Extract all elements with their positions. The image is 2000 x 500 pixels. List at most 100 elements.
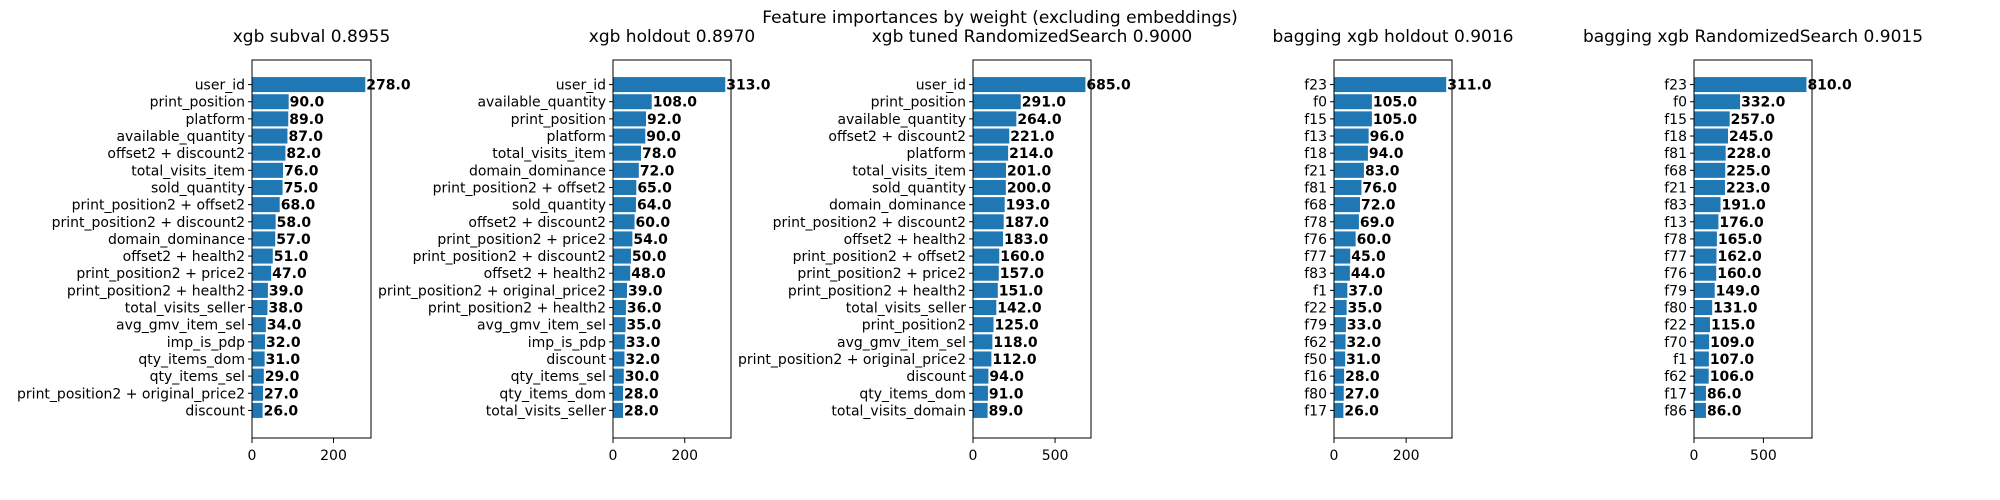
bar <box>1334 317 1346 333</box>
bar <box>252 111 289 127</box>
data-label: 131.0 <box>1713 301 1758 317</box>
bar <box>1694 265 1717 281</box>
bar <box>973 179 1006 195</box>
y-tick-label: f76 <box>1304 232 1327 248</box>
y-tick-label: available_quantity <box>477 95 606 111</box>
data-label: 57.0 <box>276 232 311 248</box>
bar <box>1334 368 1345 384</box>
data-label: 72.0 <box>640 163 675 179</box>
data-label: 69.0 <box>1360 215 1395 231</box>
y-tick-label: print_position2 + original_price2 <box>17 386 245 402</box>
y-tick-label: offset2 + health2 <box>123 249 245 265</box>
subplot-title: bagging xgb RandomizedSearch 0.9015 <box>1583 27 1923 47</box>
y-tick-label: total_visits_domain <box>831 403 966 419</box>
bar <box>1694 214 1719 230</box>
y-tick-label: print_position2 + health2 <box>428 301 606 317</box>
y-tick-label: print_position2 <box>862 318 966 334</box>
bar <box>252 197 280 213</box>
bar <box>1694 145 1726 161</box>
data-label: 108.0 <box>653 95 698 111</box>
data-label: 86.0 <box>1707 386 1742 402</box>
data-label: 165.0 <box>1718 232 1763 248</box>
y-tick-label: total_visits_seller <box>846 301 966 317</box>
y-tick-label: print_position2 + offset2 <box>72 198 245 214</box>
bar <box>973 197 1005 213</box>
data-label: 31.0 <box>1346 352 1381 368</box>
data-label: 91.0 <box>989 386 1024 402</box>
bar <box>613 334 625 350</box>
bar <box>1334 214 1359 230</box>
y-tick-label: discount <box>546 352 606 368</box>
bar <box>1334 145 1368 161</box>
y-tick-label: domain_dominance <box>829 198 966 214</box>
y-tick-label: f81 <box>1664 146 1687 162</box>
data-label: 94.0 <box>1369 146 1404 162</box>
y-tick-label: qty_items_sel <box>511 369 606 385</box>
y-tick-label: f0 <box>1313 95 1327 111</box>
y-tick-label: f83 <box>1304 266 1327 282</box>
y-tick-label: print_position2 + health2 <box>788 283 966 299</box>
y-tick-label: print_position <box>150 95 245 111</box>
data-label: 28.0 <box>624 403 659 419</box>
data-label: 90.0 <box>646 129 681 145</box>
bar <box>1694 179 1725 195</box>
data-label: 187.0 <box>1005 215 1050 231</box>
y-tick-label: f77 <box>1664 249 1687 265</box>
bar <box>613 94 652 110</box>
data-label: 76.0 <box>1362 180 1397 196</box>
bar <box>613 145 641 161</box>
data-label: 31.0 <box>266 352 301 368</box>
y-tick-label: print_position2 + health2 <box>67 283 245 299</box>
data-label: 685.0 <box>1086 78 1131 94</box>
data-label: 89.0 <box>289 112 324 128</box>
y-tick-label: f22 <box>1304 301 1327 317</box>
bar <box>973 111 1017 127</box>
bar <box>1334 300 1347 316</box>
y-tick-label: f68 <box>1664 163 1687 179</box>
bar <box>1694 300 1713 316</box>
bar <box>1694 368 1709 384</box>
y-tick-label: f0 <box>1673 95 1687 111</box>
y-tick-label: offset2 + health2 <box>484 266 606 282</box>
bar <box>1334 248 1351 264</box>
y-tick-label: print_position2 + price2 <box>797 266 966 282</box>
y-tick-label: f78 <box>1304 215 1327 231</box>
bar <box>252 334 266 350</box>
y-tick-label: print_position2 + offset2 <box>793 249 966 265</box>
data-label: 112.0 <box>992 352 1037 368</box>
y-tick-label: print_position2 + original_price2 <box>378 283 606 299</box>
bar <box>973 162 1006 178</box>
bar <box>613 385 624 401</box>
data-label: 37.0 <box>1348 283 1383 299</box>
data-label: 125.0 <box>995 318 1040 334</box>
bar <box>252 145 286 161</box>
bar <box>1334 265 1350 281</box>
bar <box>613 282 627 298</box>
data-label: 76.0 <box>284 163 319 179</box>
bar <box>973 300 997 316</box>
bar <box>613 265 631 281</box>
bar <box>613 368 624 384</box>
data-label: 83.0 <box>1365 163 1400 179</box>
bar <box>252 162 283 178</box>
bar <box>613 351 625 367</box>
y-tick-label: f50 <box>1304 352 1327 368</box>
bar <box>1694 385 1706 401</box>
data-label: 51.0 <box>274 249 309 265</box>
data-label: 30.0 <box>625 369 660 385</box>
data-label: 32.0 <box>266 335 301 351</box>
y-tick-label: print_position2 + discount2 <box>413 249 606 265</box>
bar <box>252 248 273 264</box>
subplot-title: xgb subval 0.8955 <box>233 27 391 47</box>
data-label: 58.0 <box>277 215 312 231</box>
data-label: 50.0 <box>632 249 667 265</box>
y-tick-label: imp_is_pdp <box>167 335 245 351</box>
y-tick-label: f13 <box>1304 129 1327 145</box>
bar <box>613 111 646 127</box>
data-label: 201.0 <box>1007 163 1052 179</box>
y-tick-label: domain_dominance <box>108 232 245 248</box>
y-tick-label: offset2 + discount2 <box>468 215 606 231</box>
data-label: 92.0 <box>647 112 682 128</box>
y-tick-label: platform <box>186 112 246 128</box>
y-tick-label: total_visits_item <box>852 163 966 179</box>
